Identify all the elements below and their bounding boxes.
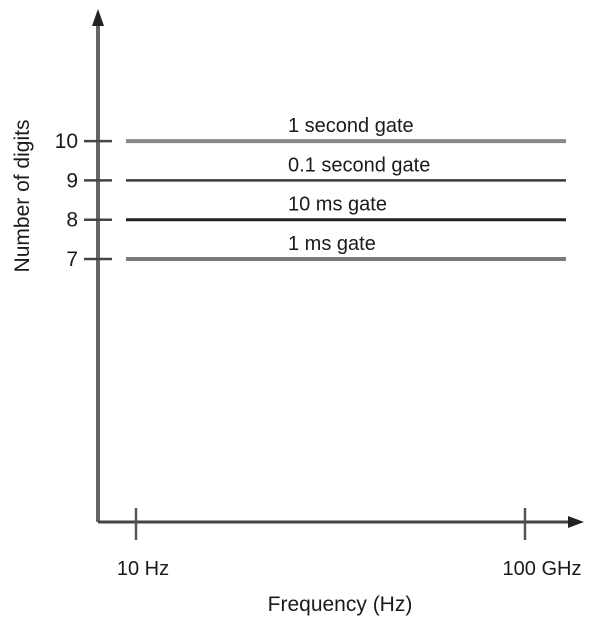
gate-line-label: 0.1 second gate	[288, 154, 430, 176]
y-tick-label: 8	[66, 209, 78, 232]
y-axis-title: Number of digits	[11, 120, 34, 273]
y-axis-arrow-icon	[92, 9, 104, 26]
y-tick-label: 7	[66, 248, 78, 271]
gate-line-label: 10 ms gate	[288, 194, 387, 216]
y-ticks: 7 8 9 10	[55, 130, 112, 271]
y-tick-label: 9	[66, 169, 78, 192]
x-tick-label: 100 GHz	[503, 558, 582, 580]
x-axis-arrow-icon	[568, 516, 584, 528]
x-ticks: 10 Hz 100 GHz	[117, 508, 582, 580]
x-axis-title: Frequency (Hz)	[268, 593, 413, 616]
x-tick-label: 10 Hz	[117, 558, 169, 580]
gate-line-label: 1 ms gate	[288, 233, 376, 255]
axes	[92, 9, 584, 528]
gate-labels: 1 second gate 0.1 second gate 10 ms gate 1 …	[288, 115, 430, 255]
y-tick-label: 10	[55, 130, 78, 153]
gate-lines	[126, 139, 566, 261]
gate-line-label: 1 second gate	[288, 115, 414, 137]
